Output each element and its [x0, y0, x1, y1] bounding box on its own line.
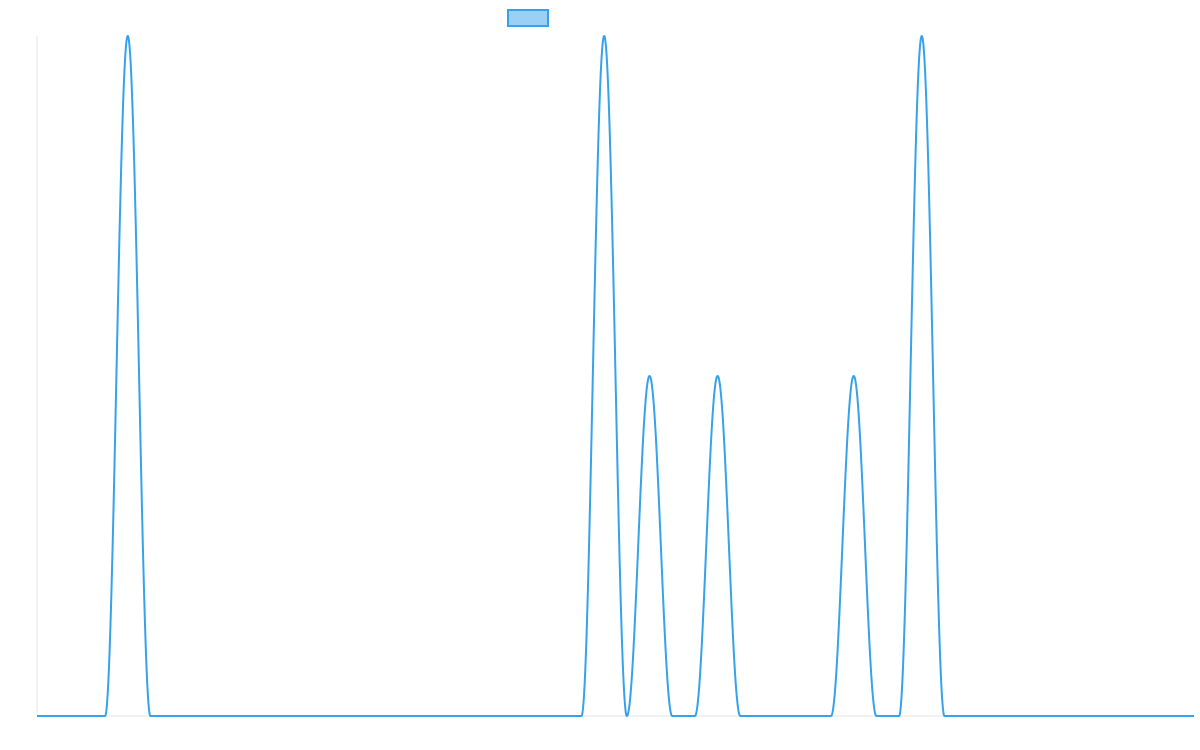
series-layer	[36, 33, 1195, 717]
legend-swatch	[507, 9, 549, 27]
data-point-1[interactable]	[601, 33, 607, 39]
legend[interactable]	[507, 9, 549, 27]
data-point-4[interactable]	[851, 373, 857, 379]
data-point-2[interactable]	[647, 373, 653, 379]
legend-item[interactable]	[507, 9, 549, 27]
data-point-3[interactable]	[715, 373, 721, 379]
data-point-0[interactable]	[125, 33, 131, 39]
data-point-5[interactable]	[919, 33, 925, 39]
series-line-0	[36, 35, 1195, 717]
